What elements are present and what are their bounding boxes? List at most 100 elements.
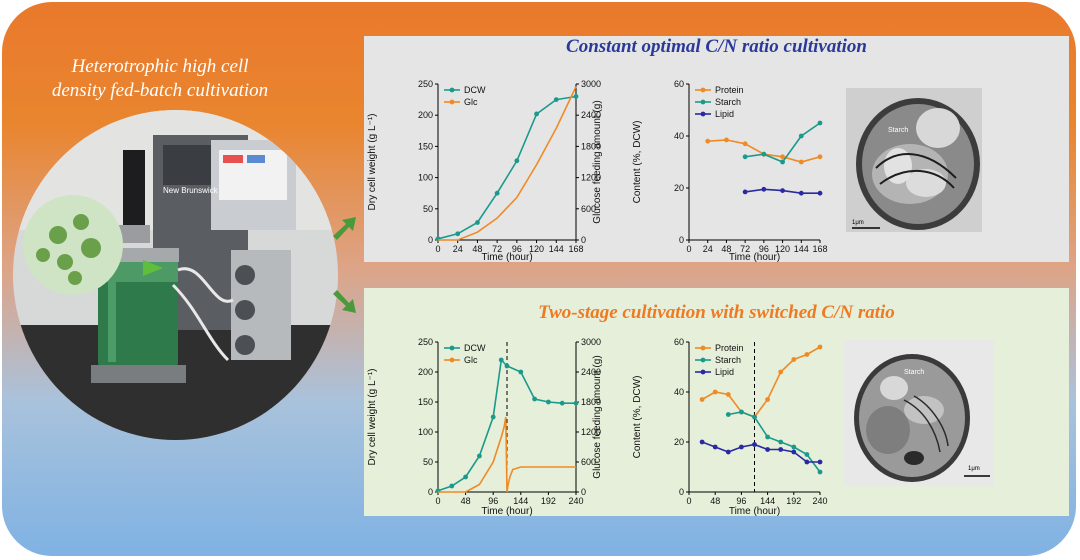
point-lipid — [752, 442, 757, 447]
point-lipid — [817, 459, 823, 465]
y-tick-label: 60 — [674, 79, 684, 89]
legend-label-dcw: DCW — [464, 343, 486, 353]
point-dcw — [518, 369, 524, 375]
point-protein — [725, 392, 731, 397]
y-tick-label: 100 — [418, 427, 433, 437]
x-tick-label: 0 — [686, 244, 691, 254]
point-dcw — [559, 400, 565, 406]
y2-axis-label: Glucose feeding amount (g) — [592, 100, 603, 223]
y-axis-label: Dry cell weight (g L⁻¹) — [367, 369, 378, 466]
x-tick-label: 192 — [786, 496, 801, 506]
legend-label-starch: Starch — [715, 355, 741, 365]
series-line-protein — [701, 346, 821, 418]
x-tick-label: 72 — [492, 244, 502, 254]
bottom-starch-label: Starch — [904, 369, 924, 376]
bottom-growth-plot: 0 48 96 144 192 24005010015020025006001200180… — [367, 337, 603, 517]
point-starch — [765, 434, 770, 440]
y-tick-label: 100 — [418, 173, 433, 183]
y2-tick-label: 3000 — [581, 337, 601, 347]
x-tick-label: 0 — [435, 496, 440, 506]
x-tick-label: 144 — [549, 244, 564, 254]
point-dcw — [449, 483, 455, 489]
x-tick-label: 168 — [812, 244, 827, 254]
x-tick-label: 48 — [710, 496, 720, 506]
legend-marker — [700, 369, 706, 375]
legend-marker — [449, 357, 455, 363]
top-panel-title: Constant optimal C/N ratio cultivation — [566, 36, 867, 57]
legend-marker — [700, 99, 706, 105]
x-tick-label: 240 — [568, 496, 583, 506]
top-scale-label: 1μm — [852, 220, 864, 226]
point-dcw — [532, 396, 537, 402]
point-protein — [765, 397, 770, 402]
y-tick-label: 150 — [418, 141, 433, 151]
bottom-content-chart: 0 48 96 144 192 240 0 20 40 60 Time (hour) Content … — [632, 337, 828, 517]
x-tick-label: 96 — [488, 496, 498, 506]
legend-marker — [449, 345, 455, 351]
point-starch — [804, 452, 810, 457]
bottom-cell-image: Starch 1μm — [844, 340, 994, 486]
bottom-panel-title: Two-stage cultivation with switched C/N … — [538, 302, 895, 323]
point-protein — [742, 141, 748, 147]
x-tick-label: 24 — [453, 244, 463, 254]
y-axis-label: Dry cell weight (g L⁻¹) — [367, 114, 378, 211]
point-dcw — [504, 363, 510, 369]
x-tick-label: 120 — [529, 244, 544, 254]
y2-axis-label: Glucose feeding amount (g) — [592, 355, 603, 478]
point-lipid — [778, 447, 784, 452]
point-dcw — [494, 190, 500, 196]
point-dcw — [475, 220, 480, 225]
legend-marker — [449, 99, 455, 105]
y-tick-label: 50 — [423, 204, 433, 214]
y2-tick-label: 0 — [581, 235, 586, 245]
top-cell-image: Starch 1μm — [846, 88, 982, 232]
top-growth-plot: 0 24 48 72 96 120 144 1680501001502002500600120… — [367, 79, 603, 263]
legend-label-glc: Glc — [464, 97, 478, 107]
y-axis-label: Content (%, DCW) — [632, 121, 643, 204]
arrow-to-top-icon — [333, 217, 356, 240]
legend-marker — [449, 87, 455, 93]
x-tick-label: 144 — [513, 496, 528, 506]
y2-tick-label: 0 — [581, 487, 586, 497]
x-axis-label: Time (hour) — [729, 252, 780, 263]
bottom-growth-chart: 0 48 96 144 192 24005010015020025006001200180… — [367, 337, 603, 517]
point-starch — [739, 409, 744, 415]
bottom-tem-micrograph: Starch 1μm — [844, 340, 994, 486]
legend-label-starch: Starch — [715, 97, 741, 107]
y-tick-label: 0 — [428, 235, 433, 245]
y-tick-label: 200 — [418, 367, 433, 377]
point-lipid — [712, 444, 718, 450]
series-line-glc — [438, 86, 577, 241]
x-tick-label: 48 — [472, 244, 482, 254]
y-tick-label: 250 — [418, 79, 433, 89]
legend-label-protein: Protein — [715, 343, 744, 353]
legend-marker — [700, 357, 706, 363]
point-starch — [752, 414, 757, 420]
x-tick-label: 168 — [568, 244, 583, 254]
x-tick-label: 48 — [721, 244, 731, 254]
point-protein — [705, 138, 711, 144]
x-tick-label: 120 — [775, 244, 790, 254]
legend-marker — [700, 111, 706, 117]
series-line-protein — [707, 139, 821, 163]
x-tick-label: 24 — [703, 244, 713, 254]
point-dcw — [498, 357, 504, 363]
point-dcw — [573, 400, 579, 406]
y2-tick-label: 1200 — [581, 173, 601, 183]
x-tick-label: 0 — [435, 244, 440, 254]
bottom-scale-label: 1μm — [968, 466, 980, 472]
x-axis-label: Time (hour) — [481, 506, 532, 517]
x-tick-label: 0 — [686, 496, 691, 506]
point-dcw — [573, 94, 579, 99]
point-protein — [712, 389, 718, 395]
point-dcw — [477, 453, 482, 459]
y2-tick-label: 1800 — [581, 397, 601, 407]
point-dcw — [534, 111, 539, 117]
point-lipid — [699, 439, 705, 445]
point-starch — [761, 151, 767, 157]
y-tick-label: 0 — [679, 235, 684, 245]
top-growth-chart: 0 24 48 72 96 120 144 1680501001502002500600120… — [367, 79, 603, 263]
point-lipid — [780, 188, 785, 193]
x-tick-label: 144 — [794, 244, 809, 254]
point-starch — [817, 120, 823, 126]
